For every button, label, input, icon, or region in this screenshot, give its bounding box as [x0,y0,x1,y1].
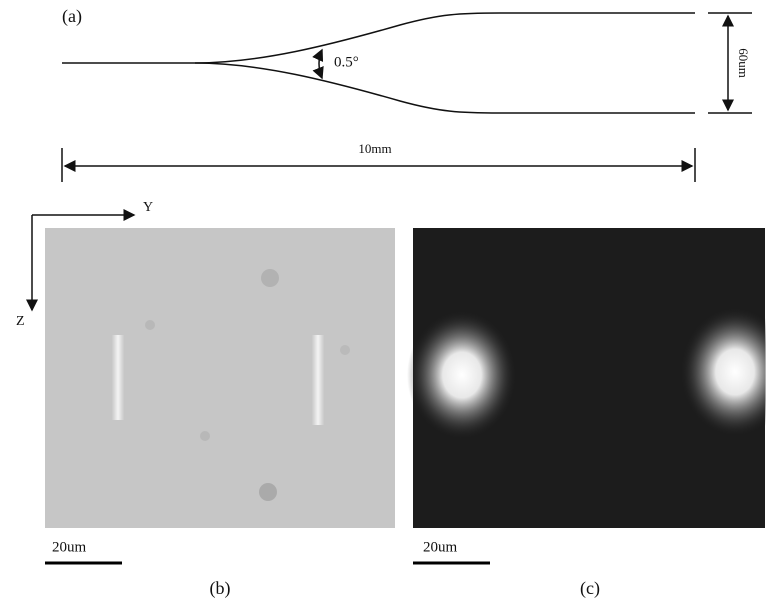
speck [259,483,277,501]
waveguide-track [112,335,124,420]
mode-spot [407,310,517,440]
angle-arc [319,50,322,78]
speck [200,431,210,441]
image-background [45,228,395,528]
length-label: 10mm [358,141,391,156]
angle-label: 0.5° [334,54,359,70]
speck [145,320,155,330]
panel-label: (c) [580,578,600,599]
panel-label: (b) [210,578,231,599]
waveguide-track [312,335,324,425]
width-label: 60um [736,48,751,78]
taper-diagram: (a) 0.5° 60um 10mm [62,6,752,182]
speck [340,345,350,355]
scale-label: 20um [52,539,87,555]
speck [261,269,279,287]
taper-top [62,13,695,63]
scale-label: 20um [423,539,458,555]
y-axis-label: Y [143,200,153,215]
z-axis-label: Z [16,314,25,329]
microscope-image: 20um (b) [45,228,395,599]
mode-image: 20um (c) [407,228,766,599]
taper-bottom [195,63,695,113]
panel-label: (a) [62,6,82,27]
figure: (a) 0.5° 60um 10mm Y Z 20um (b) [0,0,766,606]
